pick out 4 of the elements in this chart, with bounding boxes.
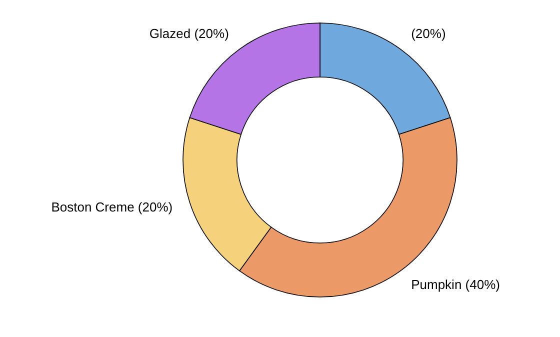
slice-label: Pumpkin (40%) xyxy=(411,276,500,292)
slice-label: Boston Creme (20%) xyxy=(51,199,173,214)
slice-label: Glazed (20%) xyxy=(149,26,229,42)
data-label: (20%) xyxy=(411,26,446,42)
